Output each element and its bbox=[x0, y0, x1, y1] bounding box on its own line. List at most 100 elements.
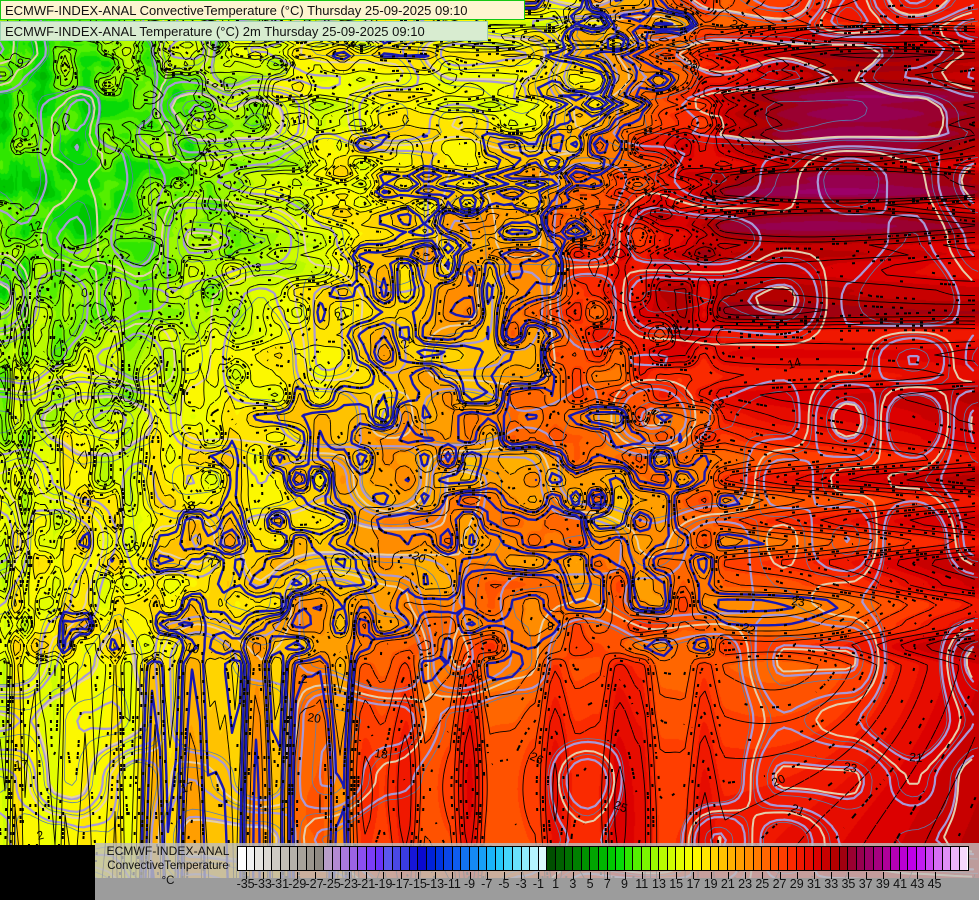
colorbar-swatch[interactable] bbox=[555, 847, 565, 870]
colorbar-swatch[interactable] bbox=[332, 847, 342, 870]
colorbar-swatch[interactable] bbox=[925, 847, 935, 870]
colorbar-swatch[interactable] bbox=[805, 847, 814, 870]
colorbar-swatch[interactable] bbox=[693, 847, 703, 870]
colorbar-swatch[interactable] bbox=[427, 847, 436, 870]
colorbar-swatch[interactable] bbox=[263, 847, 273, 870]
colorbar-swatch[interactable] bbox=[702, 847, 711, 870]
colorbar-swatch[interactable] bbox=[934, 847, 943, 870]
colorbar-swatch[interactable] bbox=[246, 847, 256, 870]
colorbar-swatch[interactable] bbox=[487, 847, 496, 870]
colorbar-swatch[interactable] bbox=[538, 847, 548, 870]
colorbar-swatch[interactable] bbox=[495, 847, 505, 870]
colorbar-swatch[interactable] bbox=[323, 847, 333, 870]
colorbar-swatch[interactable] bbox=[908, 847, 917, 870]
colorbar-tick-label: 5 bbox=[586, 877, 594, 891]
colorbar-swatch[interactable] bbox=[916, 847, 926, 870]
colorbar-swatch[interactable] bbox=[727, 847, 737, 870]
colorbar-swatch[interactable] bbox=[461, 847, 471, 870]
colorbar-swatch[interactable] bbox=[899, 847, 909, 870]
colorbar-swatch[interactable] bbox=[547, 847, 556, 870]
colorbar-swatch[interactable] bbox=[839, 847, 849, 870]
colorbar-swatch[interactable] bbox=[856, 847, 866, 870]
colorbar-swatch[interactable] bbox=[306, 847, 316, 870]
colorbar-swatch[interactable] bbox=[470, 847, 479, 870]
colorbar-swatch[interactable] bbox=[375, 847, 385, 870]
colorbar-swatch[interactable] bbox=[891, 847, 900, 870]
colorbar-swatch[interactable] bbox=[745, 847, 754, 870]
colorbar-swatch[interactable] bbox=[401, 847, 410, 870]
colorbar-swatch[interactable] bbox=[564, 847, 574, 870]
contour-label: 16 bbox=[125, 539, 141, 555]
colorbar-swatch[interactable] bbox=[444, 847, 453, 870]
colorbar-swatch[interactable] bbox=[452, 847, 462, 870]
colorbar-swatch[interactable] bbox=[289, 847, 299, 870]
colorbar-swatch[interactable] bbox=[676, 847, 685, 870]
colorbar-swatch[interactable] bbox=[942, 847, 952, 870]
colorbar-tick bbox=[555, 872, 557, 879]
colorbar-tick bbox=[572, 872, 574, 879]
colorbar-swatch[interactable] bbox=[641, 847, 651, 870]
colorbar-swatch[interactable] bbox=[384, 847, 393, 870]
colorbar-swatch[interactable] bbox=[779, 847, 788, 870]
colorbar-swatch[interactable] bbox=[650, 847, 660, 870]
colorbar-swatch[interactable] bbox=[813, 847, 823, 870]
colorbar-swatch[interactable] bbox=[770, 847, 780, 870]
colorbar-swatches[interactable] bbox=[237, 846, 969, 871]
colorbar-swatch[interactable] bbox=[753, 847, 763, 870]
colorbar-swatch[interactable] bbox=[341, 847, 350, 870]
colorbar-swatch[interactable] bbox=[358, 847, 367, 870]
colorbar-swatch[interactable] bbox=[392, 847, 402, 870]
colorbar-swatch[interactable] bbox=[684, 847, 694, 870]
colorbar-swatch[interactable] bbox=[873, 847, 883, 870]
contour-label: 27 bbox=[596, 231, 612, 247]
colorbar-swatch[interactable] bbox=[667, 847, 677, 870]
colorbar-swatch[interactable] bbox=[624, 847, 634, 870]
colorbar-swatch[interactable] bbox=[865, 847, 874, 870]
colorbar-swatch[interactable] bbox=[418, 847, 428, 870]
colorbar-swatch[interactable] bbox=[573, 847, 582, 870]
colorbar-swatch[interactable] bbox=[298, 847, 307, 870]
colorbar-swatch[interactable] bbox=[607, 847, 617, 870]
colorbar-swatch[interactable] bbox=[366, 847, 376, 870]
colorbar-swatch[interactable] bbox=[315, 847, 324, 870]
colorbar-swatch[interactable] bbox=[882, 847, 892, 870]
colorbar-swatch[interactable] bbox=[830, 847, 840, 870]
colorbar-swatch[interactable] bbox=[409, 847, 419, 870]
colorbar-wrapper[interactable]: -35 -33 -31 -29 -27 -25 -23 -21 -19 -17 -15 -13 -11-… bbox=[237, 846, 969, 898]
colorbar-swatch[interactable] bbox=[710, 847, 720, 870]
colorbar-tick-label: 41 bbox=[893, 877, 908, 891]
colorbar-swatch[interactable] bbox=[435, 847, 445, 870]
colorbar-swatch[interactable] bbox=[238, 847, 247, 870]
colorbar-swatch[interactable] bbox=[521, 847, 531, 870]
colorbar-swatch[interactable] bbox=[255, 847, 264, 870]
colorbar-swatch[interactable] bbox=[736, 847, 746, 870]
colorbar-legend[interactable]: ECMWF-INDEX-ANAL ConvectiveTemperature °… bbox=[95, 843, 979, 900]
colorbar-swatch[interactable] bbox=[762, 847, 771, 870]
colorbar-swatch[interactable] bbox=[272, 847, 281, 870]
colorbar-swatch[interactable] bbox=[530, 847, 539, 870]
colorbar-swatch[interactable] bbox=[951, 847, 960, 870]
contour-label: 15 bbox=[180, 498, 198, 516]
colorbar-swatch[interactable] bbox=[280, 847, 290, 870]
colorbar-swatch[interactable] bbox=[822, 847, 831, 870]
colorbar-swatch[interactable] bbox=[349, 847, 359, 870]
colorbar-swatch[interactable] bbox=[616, 847, 625, 870]
colorbar-swatch[interactable] bbox=[659, 847, 668, 870]
colorbar-swatch[interactable] bbox=[504, 847, 513, 870]
colorbar-swatch[interactable] bbox=[796, 847, 806, 870]
colorbar-swatch[interactable] bbox=[633, 847, 642, 870]
colorbar-swatch[interactable] bbox=[513, 847, 522, 870]
colorbar-swatch[interactable] bbox=[478, 847, 488, 870]
colorbar-swatch[interactable] bbox=[719, 847, 728, 870]
colorbar-swatch[interactable] bbox=[788, 847, 797, 870]
colorbar-tick bbox=[400, 872, 402, 879]
colorbar-swatch[interactable] bbox=[590, 847, 599, 870]
colorbar-tick-label: 37 bbox=[858, 877, 873, 891]
colorbar-tick-label: -15 bbox=[408, 877, 427, 891]
colorbar-swatch[interactable] bbox=[598, 847, 608, 870]
colorbar-swatch[interactable] bbox=[581, 847, 591, 870]
colorbar-swatch[interactable] bbox=[959, 847, 968, 870]
colorbar-swatch[interactable] bbox=[848, 847, 857, 870]
